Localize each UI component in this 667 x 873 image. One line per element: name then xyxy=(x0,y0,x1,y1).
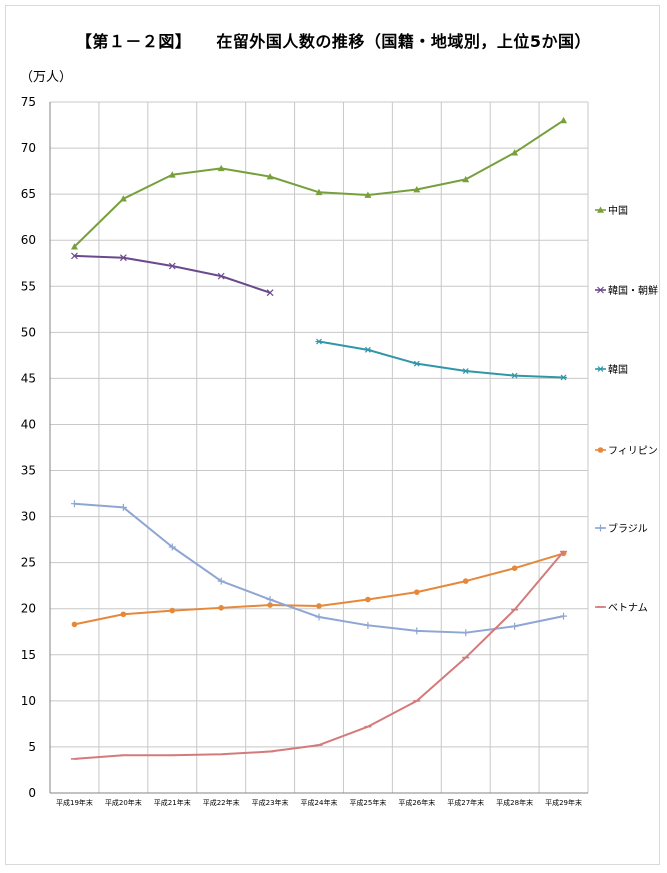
x-tick-label: 平成22年末 xyxy=(203,798,240,807)
x-tick-label: 平成20年末 xyxy=(105,798,142,807)
data-point xyxy=(462,629,470,637)
x-tick-label: 平成21年末 xyxy=(154,798,191,807)
legend-label: フィリピン xyxy=(608,445,658,457)
data-point xyxy=(560,612,568,620)
x-tick-label: 平成29年末 xyxy=(545,798,582,807)
data-point xyxy=(119,195,127,202)
data-point xyxy=(266,173,274,180)
data-point xyxy=(364,191,372,198)
data-point xyxy=(119,503,127,511)
y-tick-label: 15 xyxy=(21,648,36,662)
data-point xyxy=(315,338,323,345)
x-tick-label: 平成28年末 xyxy=(496,798,533,807)
data-point xyxy=(462,368,470,374)
data-point xyxy=(315,613,323,621)
y-tick-label: 40 xyxy=(21,417,36,431)
data-point xyxy=(597,447,604,453)
data-point xyxy=(413,627,421,635)
data-point xyxy=(315,188,323,196)
series-line xyxy=(74,254,271,294)
x-tick-label: 平成19年末 xyxy=(56,798,93,807)
x-tick-label: 平成26年末 xyxy=(398,798,435,807)
data-point xyxy=(364,621,372,629)
chart-title: 【第１－２図】 在留外国人数の推移（国籍・地域別，上位5か国） xyxy=(75,32,592,51)
y-tick-label: 70 xyxy=(21,141,36,155)
data-point xyxy=(168,543,176,551)
legend-label: ベトナム xyxy=(608,602,648,614)
data-point xyxy=(511,565,518,571)
x-tick-label: 平成27年末 xyxy=(447,798,484,807)
data-point xyxy=(119,254,127,262)
chart-frame xyxy=(5,5,660,865)
legend-label: 韓国・朝鮮 xyxy=(608,284,658,297)
legend-label: 韓国 xyxy=(608,364,628,376)
y-tick-label: 30 xyxy=(21,510,36,524)
data-point xyxy=(266,596,274,604)
data-point xyxy=(413,186,421,193)
data-point xyxy=(511,622,519,630)
y-tick-label: 25 xyxy=(21,556,36,570)
data-point xyxy=(597,206,604,213)
y-axis-unit: （万人） xyxy=(20,70,73,85)
data-point xyxy=(597,286,604,294)
data-point xyxy=(218,605,224,611)
y-tick-label: 75 xyxy=(21,95,36,109)
data-point xyxy=(365,596,371,603)
data-point xyxy=(462,175,470,183)
data-point xyxy=(168,262,176,270)
series-line xyxy=(318,340,564,379)
data-point xyxy=(266,289,274,297)
data-point xyxy=(217,164,225,172)
data-point xyxy=(267,602,273,608)
legend-label: ブラジル xyxy=(608,522,648,535)
y-tick-label: 45 xyxy=(21,371,36,385)
data-point xyxy=(70,243,78,250)
data-point xyxy=(217,577,225,585)
data-point xyxy=(413,360,421,367)
data-point xyxy=(597,366,604,372)
data-point xyxy=(511,149,519,156)
data-point xyxy=(169,607,176,614)
data-point xyxy=(71,621,78,628)
data-point xyxy=(560,116,568,124)
data-point xyxy=(120,611,127,618)
y-tick-label: 0 xyxy=(28,786,36,800)
data-point xyxy=(71,252,78,260)
data-point xyxy=(511,372,519,379)
x-tick-label: 平成24年末 xyxy=(301,798,338,807)
data-point xyxy=(168,171,176,178)
data-point xyxy=(414,589,420,595)
data-point xyxy=(560,374,568,381)
data-point xyxy=(217,272,225,280)
y-tick-label: 10 xyxy=(21,694,36,708)
data-point xyxy=(597,524,604,532)
y-tick-label: 65 xyxy=(21,187,36,201)
y-tick-label: 5 xyxy=(28,740,36,754)
data-point xyxy=(70,500,78,508)
y-tick-label: 50 xyxy=(21,325,36,339)
x-tick-label: 平成23年末 xyxy=(252,798,289,807)
y-tick-label: 20 xyxy=(21,602,36,616)
y-tick-label: 35 xyxy=(21,464,36,478)
y-tick-label: 55 xyxy=(21,279,36,293)
data-point xyxy=(364,346,372,353)
legend-label: 中国 xyxy=(608,204,628,217)
data-point xyxy=(462,578,469,584)
x-tick-label: 平成25年末 xyxy=(349,798,386,807)
y-tick-label: 60 xyxy=(21,233,36,247)
data-point xyxy=(316,603,322,609)
